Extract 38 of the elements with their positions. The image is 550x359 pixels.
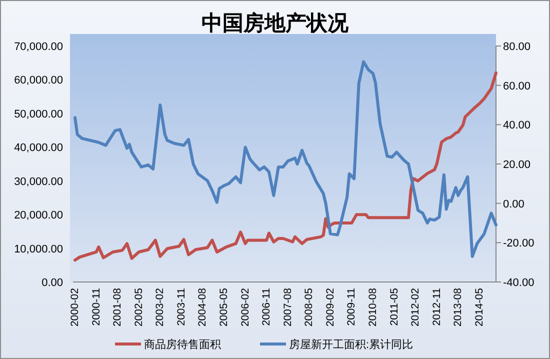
y2-tick-label: -40.00	[503, 277, 534, 289]
x-tick-label: 2012-02	[410, 288, 422, 327]
legend-label: 房屋新开工面积:累计同比	[289, 338, 414, 351]
y2-tick-label: 40.00	[503, 120, 531, 132]
x-tick-label: 2011-05	[388, 288, 400, 326]
x-tick-label: 2000-11	[90, 288, 102, 326]
y2-tick-label: 80.00	[503, 41, 531, 53]
y2-tick-label: 0.00	[503, 198, 524, 210]
x-tick-label: 2003-11	[175, 288, 188, 326]
y-tick-label: 60,000.00	[14, 74, 63, 87]
x-tick-label: 2006-11	[260, 288, 273, 326]
x-tick-label: 2009-02	[324, 288, 336, 327]
y-tick-label: 30,000.00	[14, 176, 63, 188]
x-tick-label: 2010-08	[367, 288, 380, 327]
y2-tick-label: 20.00	[503, 159, 531, 171]
y2-tick-label: -20.00	[503, 238, 534, 250]
x-tick-label: 2003-02	[154, 288, 166, 327]
x-tick-label: 2009-11	[346, 288, 358, 326]
x-tick-label: 2007-08	[282, 288, 294, 327]
y-tick-label: 0.00	[42, 277, 63, 289]
y-tick-label: 40,000.00	[14, 142, 63, 154]
y-tick-label: 70,000.00	[14, 41, 63, 53]
x-tick-label: 2008-05	[303, 288, 316, 327]
x-tick-label: 2014-05	[473, 288, 486, 327]
x-tick-label: 2001-08	[112, 288, 124, 327]
x-tick-label: 2000-02	[69, 288, 81, 327]
y-tick-label: 50,000.00	[14, 108, 63, 120]
y-tick-label: 10,000.00	[14, 243, 63, 256]
x-tick-label: 2005-05	[218, 288, 230, 327]
y2-tick-label: 60.00	[503, 80, 531, 92]
legend-label: 商品房待售面积	[144, 338, 221, 351]
x-tick-label: 2004-08	[196, 288, 209, 327]
chart-title: 中国房地产状况	[202, 10, 350, 35]
x-tick-label: 2002-05	[132, 288, 145, 327]
x-tick-label: 2006-02	[239, 288, 252, 327]
y-tick-label: 20,000.00	[14, 210, 63, 222]
x-tick-label: 2013-08	[452, 288, 464, 327]
x-tick-label: 2012-11	[430, 288, 443, 326]
